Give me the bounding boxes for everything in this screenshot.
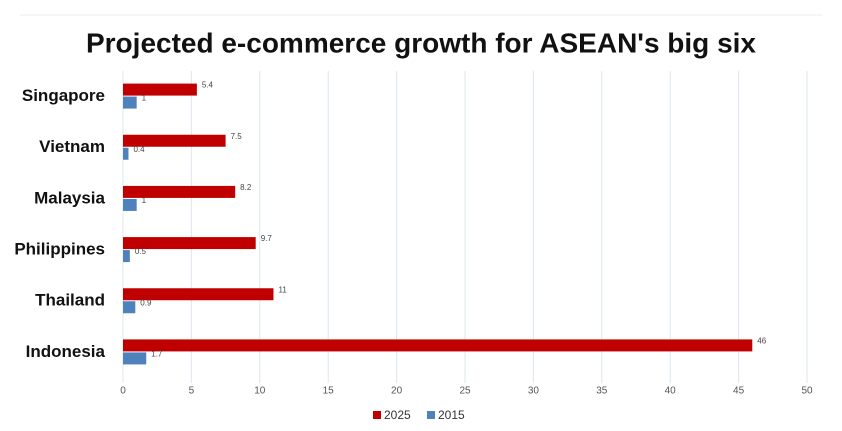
data-label: 0.4 <box>133 145 145 154</box>
bar <box>123 198 137 211</box>
y-tick-label: Singapore <box>22 86 105 105</box>
data-label: 5.4 <box>202 81 214 90</box>
x-tick-label: 40 <box>665 386 677 397</box>
x-tick-label: 15 <box>323 386 335 397</box>
bar <box>123 352 147 365</box>
legend-swatch <box>427 411 435 419</box>
data-label: 0.9 <box>140 298 152 307</box>
data-label: 0.5 <box>135 247 147 256</box>
legend-swatch <box>373 411 381 419</box>
data-label: 7.5 <box>231 132 243 141</box>
bar <box>123 288 274 301</box>
data-label: 8.2 <box>240 183 252 192</box>
y-tick-label: Thailand <box>35 291 105 310</box>
bar <box>123 339 753 352</box>
data-label: 11 <box>278 285 287 294</box>
x-tick-label: 50 <box>801 386 813 397</box>
bar <box>123 134 226 147</box>
bar <box>123 83 197 96</box>
y-tick-label: Vietnam <box>39 137 105 156</box>
data-label: 1 <box>142 94 147 103</box>
y-tick-label: Philippines <box>14 240 105 259</box>
data-label: 1.7 <box>151 350 163 359</box>
data-label: 1 <box>142 196 147 205</box>
x-tick-label: 0 <box>120 386 126 397</box>
x-tick-label: 45 <box>733 386 745 397</box>
y-tick-label: Malaysia <box>34 188 105 207</box>
x-tick-label: 25 <box>459 386 471 397</box>
bar <box>123 147 129 160</box>
data-label: 46 <box>757 337 766 346</box>
x-tick-label: 35 <box>596 386 608 397</box>
x-tick-label: 20 <box>391 386 403 397</box>
legend-label: 2025 <box>384 408 411 422</box>
chart-title: Projected e-commerce growth for ASEAN's … <box>86 27 756 58</box>
data-label: 9.7 <box>261 234 273 243</box>
y-tick-label: Indonesia <box>26 342 106 361</box>
bar <box>123 250 130 263</box>
bar <box>123 301 136 314</box>
x-tick-label: 10 <box>254 386 266 397</box>
legend-label: 2015 <box>438 408 465 422</box>
x-tick-label: 30 <box>528 386 540 397</box>
x-tick-label: 5 <box>189 386 195 397</box>
bar <box>123 185 236 198</box>
bar <box>123 96 137 109</box>
bar <box>123 237 256 250</box>
